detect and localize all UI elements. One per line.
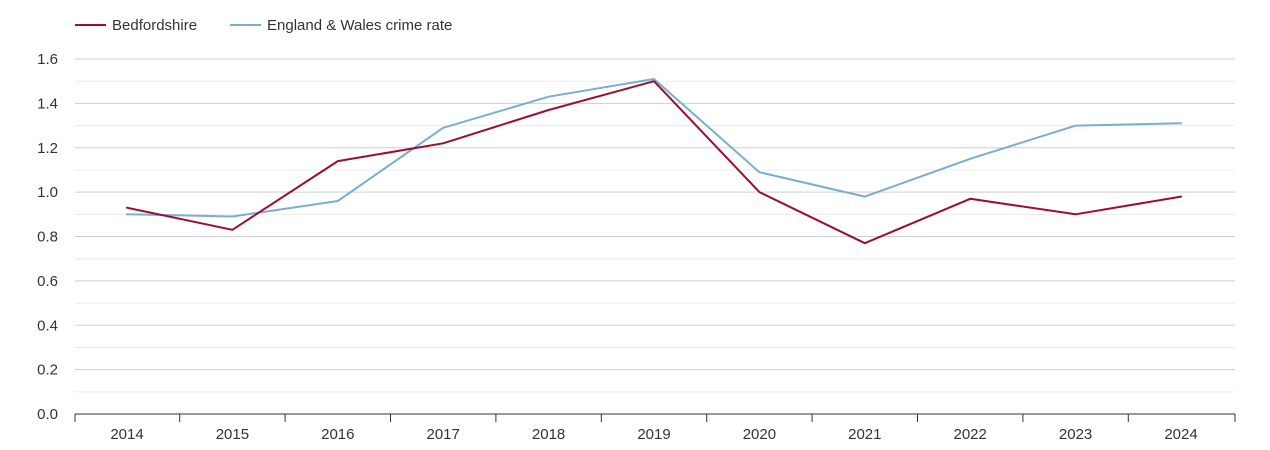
x-axis: 2014 2015 2016 2017 2018 2019 2020 2021 2022 2023… [74, 413, 1236, 443]
x-tick-label: 2015 [216, 426, 249, 443]
x-tick-label: 2016 [321, 426, 354, 443]
x-tick-label: 2018 [532, 426, 565, 443]
x-tick-label: 2017 [427, 426, 460, 443]
chart-series [126, 78, 1182, 245]
y-tick-label: 0.2 [37, 362, 58, 379]
series-line-bedfordshire [126, 80, 1182, 245]
y-tick-label: 1.2 [37, 140, 58, 157]
x-tick-label: 2023 [1059, 426, 1092, 443]
y-tick-label: 0.6 [37, 273, 58, 290]
y-tick-label: 0.4 [37, 317, 58, 334]
chart-gridlines [75, 58, 1235, 393]
y-tick-label: 1.4 [37, 95, 58, 112]
y-tick-label: 1.0 [37, 184, 58, 201]
y-tick-label: 0.8 [37, 229, 58, 246]
x-tick-label: 2024 [1164, 426, 1197, 443]
y-axis-tick-labels: 0.0 0.2 0.4 0.6 0.8 1.0 1.2 1.4 1.6 [37, 51, 58, 423]
y-tick-label: 0.0 [37, 406, 58, 423]
chart-legend: Bedfordshire England & Wales crime rate [75, 17, 452, 34]
y-tick-label: 1.6 [37, 51, 58, 68]
series-line-england-wales-crime-rate [126, 78, 1182, 218]
legend-label: Bedfordshire [112, 17, 197, 34]
x-tick-label: 2020 [743, 426, 776, 443]
x-tick-label: 2022 [954, 426, 987, 443]
x-tick-label: 2021 [848, 426, 881, 443]
x-tick-label: 2019 [637, 426, 670, 443]
legend-label: England & Wales crime rate [267, 17, 452, 34]
x-tick-label: 2014 [110, 426, 143, 443]
